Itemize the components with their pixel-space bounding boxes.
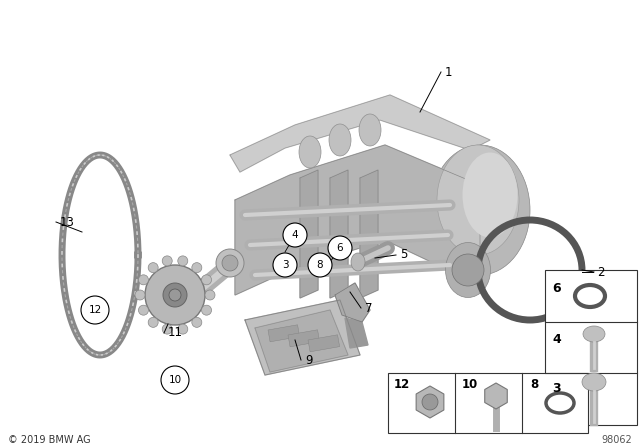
Bar [388, 373, 588, 433]
Text: 10: 10 [168, 375, 182, 385]
Text: 6: 6 [552, 282, 561, 295]
Polygon shape [360, 170, 378, 298]
Polygon shape [335, 283, 370, 322]
Text: 13: 13 [60, 215, 75, 228]
Circle shape [216, 249, 244, 277]
Circle shape [192, 317, 202, 327]
Circle shape [138, 275, 148, 285]
Circle shape [148, 263, 158, 273]
Text: 4: 4 [292, 230, 298, 240]
Polygon shape [235, 145, 480, 295]
Polygon shape [300, 170, 318, 298]
Text: 7: 7 [365, 302, 372, 314]
Text: 10: 10 [462, 378, 478, 391]
Circle shape [135, 290, 145, 300]
Circle shape [205, 290, 215, 300]
Ellipse shape [582, 373, 606, 391]
Circle shape [81, 296, 109, 324]
Polygon shape [245, 300, 360, 375]
Circle shape [202, 275, 212, 285]
Circle shape [138, 305, 148, 315]
Ellipse shape [359, 114, 381, 146]
Circle shape [162, 324, 172, 334]
Text: 5: 5 [400, 249, 408, 262]
Ellipse shape [329, 124, 351, 156]
Ellipse shape [583, 326, 605, 342]
Circle shape [273, 253, 297, 277]
Text: 4: 4 [552, 333, 561, 346]
Ellipse shape [437, 145, 519, 255]
Circle shape [283, 223, 307, 247]
Ellipse shape [351, 253, 365, 271]
Text: © 2019 BMW AG: © 2019 BMW AG [8, 435, 91, 445]
Text: 3: 3 [282, 260, 288, 270]
Ellipse shape [430, 145, 530, 275]
Circle shape [163, 283, 187, 307]
Text: 98062: 98062 [601, 435, 632, 445]
Bar [268, 325, 300, 342]
Text: 9: 9 [305, 353, 312, 366]
Circle shape [422, 394, 438, 410]
Circle shape [328, 236, 352, 260]
Text: 8: 8 [317, 260, 323, 270]
Circle shape [161, 366, 189, 394]
Circle shape [192, 263, 202, 273]
Ellipse shape [463, 152, 518, 237]
Ellipse shape [299, 136, 321, 168]
Ellipse shape [445, 242, 490, 297]
Text: 1: 1 [445, 65, 452, 78]
Text: 11: 11 [168, 327, 183, 340]
Circle shape [452, 254, 484, 286]
Polygon shape [330, 170, 348, 298]
Polygon shape [255, 310, 348, 372]
Text: 6: 6 [337, 243, 343, 253]
Circle shape [222, 255, 238, 271]
Text: 2: 2 [597, 266, 605, 279]
Circle shape [169, 289, 181, 301]
Circle shape [162, 256, 172, 266]
Circle shape [145, 265, 205, 325]
Circle shape [178, 256, 188, 266]
Bar [308, 335, 340, 352]
Text: 3: 3 [552, 382, 561, 395]
Text: 12: 12 [88, 305, 102, 315]
Text: 8: 8 [530, 378, 538, 391]
Polygon shape [230, 95, 490, 172]
Circle shape [202, 305, 212, 315]
Text: 12: 12 [394, 378, 410, 391]
Bar [545, 270, 637, 425]
Circle shape [148, 317, 158, 327]
Circle shape [308, 253, 332, 277]
Bar [288, 330, 319, 347]
Polygon shape [345, 318, 368, 348]
Circle shape [178, 324, 188, 334]
